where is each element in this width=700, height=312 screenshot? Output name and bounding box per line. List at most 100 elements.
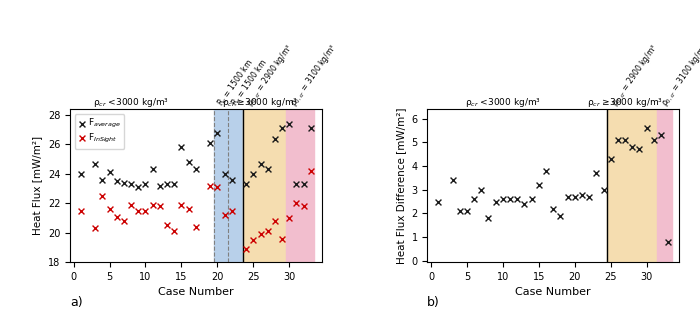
F$_{average}$: [212, 130, 223, 135]
F$_{InSight}$: [97, 193, 108, 198]
F$_{InSight}$: [226, 208, 237, 213]
F$_{InSight}$: [176, 202, 187, 207]
F$_{InSight}$: [219, 212, 230, 217]
F$_{InSight}$: [298, 204, 309, 209]
F$_{average}$: [75, 171, 86, 176]
F$_{average}$: [154, 183, 165, 188]
F$_{InSight}$: [284, 216, 295, 221]
F$_{InSight}$: [212, 185, 223, 190]
Point: [533, 183, 545, 188]
Point: [562, 194, 573, 199]
Point: [476, 187, 487, 192]
F$_{InSight}$: [162, 223, 173, 228]
Point: [663, 239, 674, 244]
F$_{average}$: [176, 145, 187, 150]
Point: [454, 209, 466, 214]
F$_{average}$: [284, 121, 295, 126]
Point: [505, 197, 516, 202]
Legend: F$_{average}$, F$_{InSight}$: F$_{average}$, F$_{InSight}$: [74, 114, 125, 149]
F$_{InSight}$: [147, 202, 158, 207]
Bar: [607, 109, 657, 262]
Text: ρ$_{0,cr}$ = 2900 kg/m³: ρ$_{0,cr}$ = 2900 kg/m³: [244, 42, 297, 109]
F$_{average}$: [219, 171, 230, 176]
F$_{InSight}$: [276, 236, 288, 241]
F$_{average}$: [169, 182, 180, 187]
F$_{average}$: [270, 136, 281, 141]
Point: [433, 199, 444, 204]
X-axis label: Case Number: Case Number: [158, 287, 234, 297]
F$_{InSight}$: [291, 201, 302, 206]
Point: [540, 168, 552, 173]
Bar: [243, 109, 286, 262]
F$_{average}$: [118, 180, 130, 185]
Point: [497, 197, 508, 202]
F$_{InSight}$: [125, 202, 136, 207]
Point: [468, 197, 480, 202]
F$_{average}$: [133, 185, 144, 190]
Point: [569, 194, 580, 199]
Text: ρ$_{cr}$ <3000 kg/m³: ρ$_{cr}$ <3000 kg/m³: [465, 96, 541, 109]
Point: [447, 178, 458, 183]
F$_{average}$: [90, 161, 101, 166]
F$_{InSight}$: [305, 168, 316, 173]
F$_{InSight}$: [190, 224, 202, 229]
Point: [612, 138, 624, 143]
Text: R$_c$ = 1500 km: R$_c$ = 1500 km: [214, 57, 256, 109]
Point: [526, 197, 537, 202]
F$_{InSight}$: [111, 214, 122, 219]
Bar: [214, 109, 243, 262]
F$_{average}$: [97, 177, 108, 182]
F$_{average}$: [183, 160, 194, 165]
Y-axis label: Heat Flux [mW/m²]: Heat Flux [mW/m²]: [32, 136, 42, 235]
Point: [576, 192, 587, 197]
Text: ρ$_{0,cr}$ = 3100 kg/m³: ρ$_{0,cr}$ = 3100 kg/m³: [659, 42, 700, 109]
Point: [641, 126, 652, 131]
Point: [512, 197, 523, 202]
Bar: [657, 109, 672, 262]
Point: [626, 145, 638, 150]
Point: [584, 194, 595, 199]
Text: a): a): [70, 296, 83, 309]
F$_{average}$: [104, 170, 115, 175]
F$_{InSight}$: [140, 208, 151, 213]
F$_{average}$: [255, 161, 266, 166]
Y-axis label: Heat Flux Difference [mW/m²]: Heat Flux Difference [mW/m²]: [395, 107, 406, 264]
F$_{average}$: [298, 182, 309, 187]
F$_{InSight}$: [248, 237, 259, 242]
X-axis label: Case Number: Case Number: [515, 287, 591, 297]
Text: ρ$_{cr}$ ≥3000 kg/m³: ρ$_{cr}$ ≥3000 kg/m³: [587, 96, 663, 109]
Point: [483, 216, 494, 221]
F$_{average}$: [204, 140, 216, 145]
F$_{average}$: [241, 182, 252, 187]
Point: [634, 147, 645, 152]
F$_{InSight}$: [183, 207, 194, 212]
Point: [605, 157, 616, 162]
F$_{average}$: [276, 126, 288, 131]
F$_{average}$: [291, 182, 302, 187]
F$_{InSight}$: [241, 246, 252, 251]
F$_{InSight}$: [90, 226, 101, 231]
F$_{average}$: [248, 171, 259, 176]
Point: [591, 171, 602, 176]
F$_{InSight}$: [104, 207, 115, 212]
Point: [461, 209, 472, 214]
Point: [655, 133, 666, 138]
Text: ρ$_{0,cr}$ = 3100 kg/m³: ρ$_{0,cr}$ = 3100 kg/m³: [287, 42, 340, 109]
F$_{average}$: [162, 182, 173, 187]
Text: ρ$_{cr}$ <3000 kg/m³: ρ$_{cr}$ <3000 kg/m³: [93, 96, 169, 109]
F$_{average}$: [262, 167, 273, 172]
Point: [555, 213, 566, 218]
F$_{average}$: [125, 182, 136, 187]
Text: b): b): [427, 296, 440, 309]
F$_{average}$: [147, 167, 158, 172]
Text: ρ$_{cr}$ ≥3000 kg/m³: ρ$_{cr}$ ≥3000 kg/m³: [223, 96, 299, 109]
F$_{average}$: [305, 126, 316, 131]
F$_{InSight}$: [204, 183, 216, 188]
Point: [490, 199, 501, 204]
Text: ρ$_{0,cr}$ = 2900 kg/m³: ρ$_{0,cr}$ = 2900 kg/m³: [608, 42, 661, 109]
F$_{average}$: [140, 182, 151, 187]
F$_{average}$: [226, 177, 237, 182]
F$_{average}$: [111, 179, 122, 184]
F$_{InSight}$: [262, 229, 273, 234]
F$_{average}$: [190, 167, 202, 172]
